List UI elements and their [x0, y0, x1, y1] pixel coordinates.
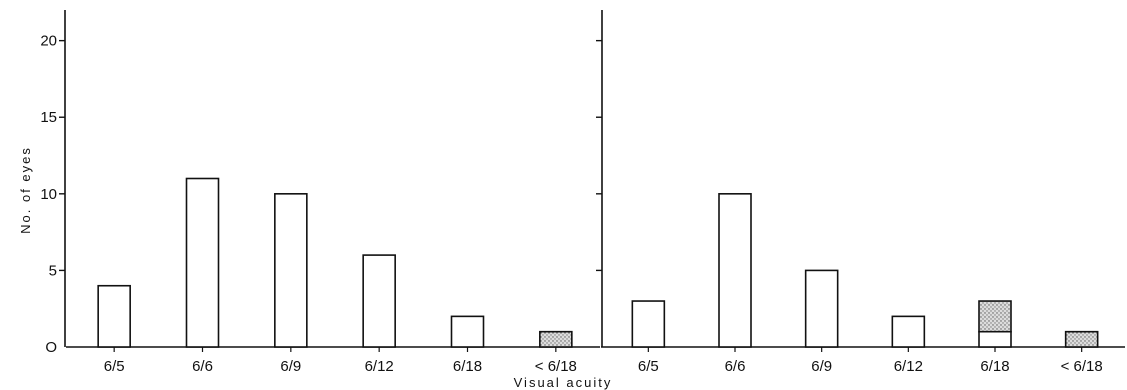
bar-plain [978, 330, 1012, 348]
y-tick-label: 20 [40, 33, 57, 50]
bar-plain [185, 177, 220, 348]
x-tick-label: 6/18 [980, 358, 1009, 375]
x-tick-label: 6/6 [725, 358, 746, 375]
y-tick-label: 15 [40, 109, 57, 126]
y-axis-title: No. of eyes [18, 146, 33, 234]
x-tick-label: 6/5 [104, 358, 125, 375]
bar-plain [804, 269, 839, 348]
bar-stippled [1064, 330, 1099, 348]
bar-plain [631, 300, 666, 348]
bar-plain [718, 193, 752, 348]
x-axis-title: Visual acuity [514, 375, 613, 390]
x-tick-label: 6/6 [192, 358, 213, 375]
x-tick-label: < 6/18 [535, 358, 577, 375]
bar-plain [891, 315, 926, 348]
x-tick-label: 6/5 [638, 358, 659, 375]
x-tick-label: 6/9 [811, 358, 832, 375]
bar-plain [274, 193, 308, 348]
y-tick-label: 5 [49, 262, 57, 279]
x-tick-label: < 6/18 [1061, 358, 1103, 375]
x-tick-label: 6/18 [453, 358, 482, 375]
y-tick-label: O [45, 339, 57, 356]
right-chart-panel: 6/5 6/6 6/9 6/12 6/18 < 6/18 [596, 10, 1125, 375]
bar-plain [97, 284, 131, 348]
bar-stippled [978, 300, 1012, 333]
x-tick-label: 6/12 [894, 358, 923, 375]
x-tick-label: 6/12 [365, 358, 394, 375]
y-tick-label: 10 [40, 186, 57, 203]
bar-stippled [539, 330, 573, 348]
bar-plain [450, 315, 485, 348]
bar-plain [362, 254, 396, 348]
x-tick-label: 6/9 [280, 358, 301, 375]
left-chart-panel: O 5 10 15 20 6/5 6/6 6/9 6/12 6/18 < 6/18 [40, 10, 600, 375]
